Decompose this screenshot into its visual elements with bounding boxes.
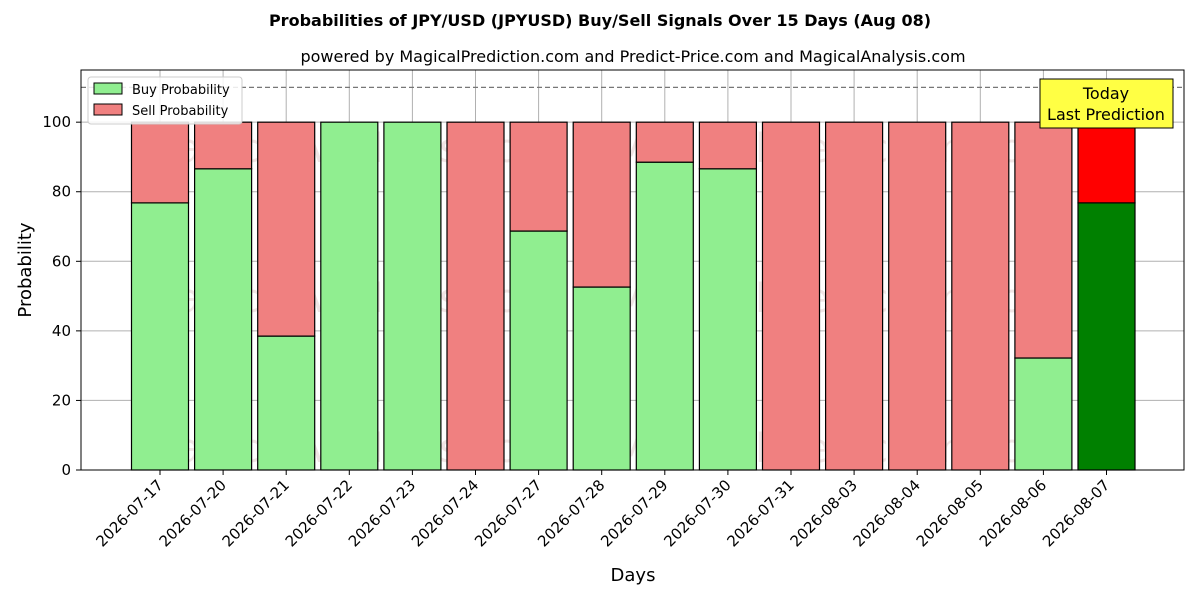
x-tick-label: 2026-07-31 — [723, 476, 797, 550]
y-tick-label: 60 — [52, 252, 71, 270]
legend-box — [87, 76, 243, 125]
x-tick-label: 2026-07-24 — [408, 476, 482, 550]
x-tick-label: 2026-08-04 — [850, 476, 924, 550]
y-tick-label: 40 — [52, 322, 71, 340]
bar-sell — [572, 121, 631, 288]
bar-buy — [635, 161, 694, 471]
bar-sell — [446, 121, 505, 471]
annotation-line2: Last Prediction — [1047, 105, 1165, 124]
x-tick-label: 2026-07-23 — [345, 476, 419, 550]
legend-label-sell: Sell Probability — [132, 104, 229, 119]
x-tick-label: 2026-07-27 — [471, 476, 545, 550]
bar-sell — [888, 121, 947, 471]
bar-buy — [698, 168, 758, 471]
chart-title: Probabilities of JPY/USD (JPYUSD) Buy/Se… — [269, 11, 931, 30]
bar-buy — [383, 121, 442, 471]
bar-sell — [1014, 121, 1073, 359]
bar-buy — [194, 168, 253, 471]
bar-buy — [320, 121, 379, 471]
bar-sell — [130, 121, 190, 204]
x-tick-label: 2026-07-30 — [660, 476, 734, 550]
bar-sell — [257, 121, 316, 337]
today-annotation: Today Last Prediction — [1039, 78, 1174, 129]
x-tick-label: 2026-07-28 — [534, 476, 608, 550]
x-tick-label: 2026-08-07 — [1039, 476, 1113, 550]
legend-swatch-sell — [93, 103, 123, 116]
x-tick-label: 2026-08-05 — [913, 476, 987, 550]
x-tick-label: 2026-07-29 — [597, 476, 671, 550]
bar-buy — [1014, 357, 1073, 471]
x-tick-label: 2026-07-17 — [92, 476, 166, 550]
bar-sell — [824, 121, 884, 471]
bar-sell — [1077, 121, 1136, 204]
x-axis-ticks: 2026-07-172026-07-202026-07-212026-07-22… — [92, 470, 1113, 550]
legend-swatch-buy — [93, 82, 123, 95]
x-tick-label: 2026-07-22 — [282, 476, 356, 550]
plot-frame — [80, 69, 1185, 471]
y-tick-label: 0 — [61, 461, 71, 479]
bar-buy — [257, 335, 316, 471]
x-tick-label: 2026-07-20 — [156, 476, 230, 550]
bar-sell — [509, 121, 568, 232]
legend: Buy Probability Sell Probability — [87, 76, 243, 125]
bar-buy — [1077, 202, 1136, 471]
y-axis-label: Probability — [15, 222, 36, 317]
y-tick-label: 100 — [42, 113, 71, 131]
annotation-box — [1039, 78, 1174, 129]
x-tick-label: 2026-08-03 — [787, 476, 861, 550]
x-axis-label: Days — [611, 565, 656, 586]
annotation-line1: Today — [1082, 84, 1129, 103]
bar-sell — [698, 121, 758, 170]
x-tick-label: 2026-07-21 — [219, 476, 293, 550]
y-tick-label: 80 — [52, 183, 71, 201]
bar-buy — [509, 230, 568, 471]
legend-label-buy: Buy Probability — [132, 83, 230, 98]
chart-subtitle: powered by MagicalPrediction.com and Pre… — [300, 47, 965, 66]
x-tick-label: 2026-08-06 — [976, 476, 1050, 550]
bar-sell — [194, 121, 253, 170]
bar-sell — [635, 121, 694, 163]
bars — [130, 121, 1136, 471]
bar-sell — [951, 121, 1010, 471]
bar-sell — [761, 121, 821, 471]
bar-buy — [572, 286, 631, 471]
y-tick-label: 20 — [52, 391, 71, 409]
y-axis-ticks: 0 20 40 60 80 100 — [42, 113, 81, 479]
bar-buy — [130, 202, 190, 471]
